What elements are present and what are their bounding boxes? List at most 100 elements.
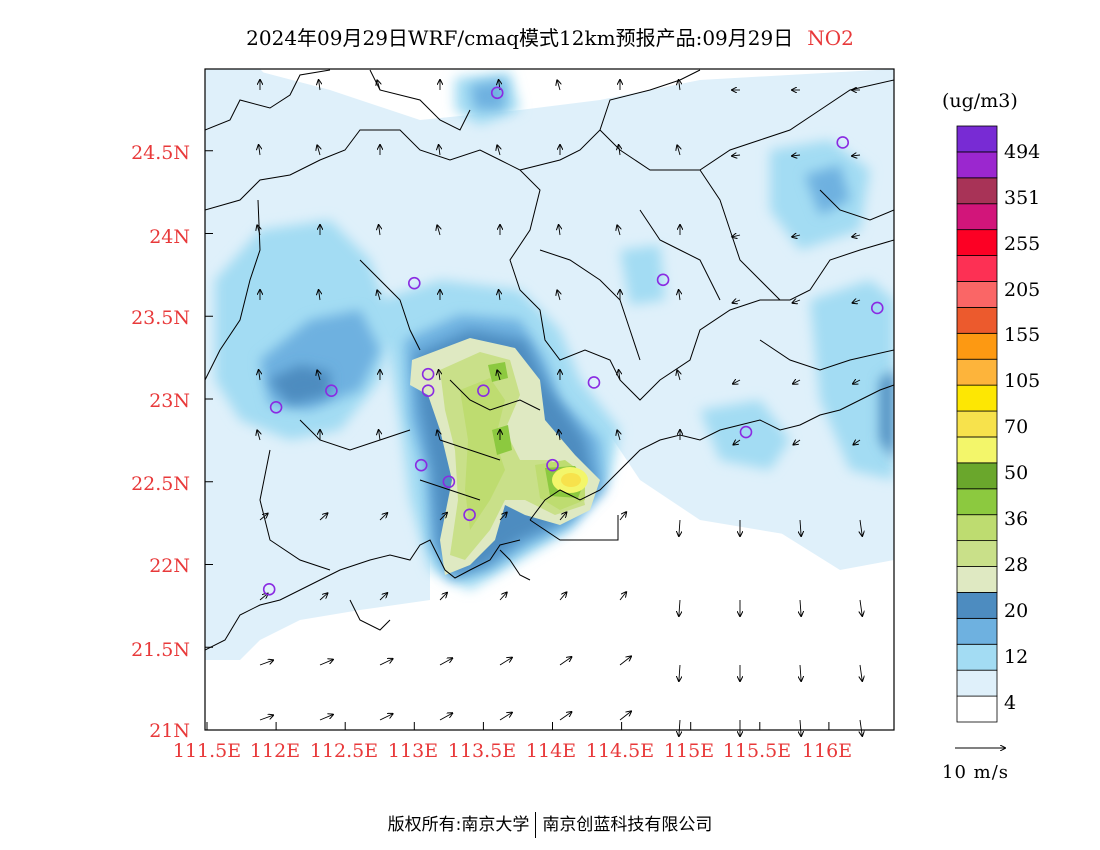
wind-arrow — [559, 512, 566, 521]
wind-arrow — [860, 719, 862, 736]
wind-arrow — [792, 155, 801, 156]
wind-arrow — [860, 519, 862, 536]
wind-arrow — [499, 658, 512, 666]
colorbar-box — [956, 566, 998, 593]
colorbar-label: 105 — [1004, 370, 1041, 392]
wind-arrow — [379, 714, 393, 721]
footer-divider — [535, 812, 537, 838]
y-tick-label: 24N — [149, 226, 190, 248]
y-tick-label: 23.5N — [131, 307, 190, 329]
station-marker — [421, 367, 435, 381]
wind-arrow — [559, 657, 571, 666]
wind-arrow — [259, 370, 260, 381]
colorbar-box — [956, 462, 998, 490]
copyright-footer: 版权所有:南京大学 南京创蓝科技有限公司 — [0, 810, 1100, 838]
colorbar-box — [956, 332, 998, 360]
axis-ticks — [205, 150, 830, 731]
colorbar-box — [956, 669, 998, 697]
station-marker — [739, 425, 753, 439]
map-title: 2024年09月29日WRF/cmaq模式12km预报产品:09月29日 NO2 — [0, 22, 1100, 51]
y-tick-label: 21N — [149, 720, 190, 742]
colorbar-box — [956, 410, 998, 438]
wind-arrow — [853, 380, 861, 384]
copyright-left: 版权所有:南京大学 — [387, 815, 530, 835]
wind-arrow — [497, 370, 500, 381]
wind-arrow — [319, 513, 327, 521]
wind-arrow — [860, 599, 862, 616]
wind-arrow — [557, 80, 560, 91]
wind-arrow — [559, 592, 566, 601]
colorbar-box — [956, 229, 998, 256]
colorbar-box — [956, 358, 998, 386]
colorbar-label: 205 — [1004, 279, 1041, 301]
wind-arrow — [793, 300, 801, 303]
admin-boundaries — [205, 69, 894, 571]
wind-arrow — [732, 235, 741, 237]
station-marker — [407, 276, 421, 290]
wind-arrow — [317, 145, 320, 156]
colorbar-box — [956, 436, 998, 464]
wind-arrow — [619, 656, 631, 666]
wind-arrow — [439, 593, 447, 601]
wind-arrow — [437, 225, 440, 236]
colorbar-box — [956, 203, 998, 231]
wind-arrow — [617, 430, 620, 441]
colorbar-box — [956, 281, 998, 308]
wind-arrow — [379, 430, 380, 441]
colorbar-label: 50 — [1004, 462, 1029, 484]
wind-arrow — [860, 664, 862, 681]
wind-arrow — [679, 719, 680, 736]
wind-arrow — [677, 370, 680, 381]
station-marker — [656, 273, 670, 287]
x-tick-label: 113E — [387, 740, 439, 762]
colorbar-box — [956, 177, 998, 205]
wind-arrow — [317, 370, 320, 381]
wind-arrow — [319, 660, 333, 666]
station-marker — [870, 301, 884, 315]
wind-arrow — [800, 719, 801, 736]
wind-arrow — [619, 592, 626, 601]
station-marker — [421, 384, 435, 398]
y-tick-label: 24.5N — [131, 142, 190, 164]
wind-arrow — [619, 711, 631, 721]
y-tick-label: 21.5N — [131, 639, 190, 661]
wind-arrow — [379, 593, 387, 601]
y-tick-label: 23N — [149, 390, 190, 412]
wind-arrow — [557, 290, 560, 301]
wind-arrow — [497, 145, 500, 156]
colorbar-box — [956, 384, 998, 412]
station-marker — [546, 458, 559, 472]
station-marker — [490, 86, 504, 100]
wind-arrow — [677, 145, 680, 156]
station-marker — [587, 376, 601, 389]
wind-arrow — [379, 513, 387, 521]
station-marker — [414, 458, 428, 472]
wind-arrow — [679, 664, 680, 681]
colorbar-label: 155 — [1004, 324, 1041, 346]
wind-arrow — [679, 519, 680, 536]
colorbar-label: 351 — [1004, 187, 1041, 209]
wind-arrow — [679, 80, 680, 91]
wind-arrow — [499, 513, 507, 521]
wind-arrow — [257, 225, 260, 236]
wind-arrow — [853, 440, 861, 445]
x-tick-label: 116E — [801, 740, 853, 762]
wind-arrow — [559, 225, 560, 236]
reference-vector-label: 10 m/s — [942, 762, 1009, 783]
wind-arrow — [559, 430, 560, 441]
x-tick-label: 114E — [525, 740, 577, 762]
hotspot — [552, 467, 588, 493]
wind-arrow — [853, 300, 861, 303]
wind-arrow — [377, 290, 380, 301]
colorbar-label: 494 — [1004, 141, 1041, 163]
wind-arrow — [499, 713, 512, 721]
colorbar-label: 20 — [1004, 600, 1029, 622]
station-marker — [325, 384, 338, 398]
wind-arrow — [319, 593, 327, 601]
colorbar-unit: (ug/m3) — [942, 90, 1018, 112]
wind-arrow — [800, 599, 801, 616]
colorbar-box — [956, 488, 998, 516]
colorbar-box — [956, 643, 998, 671]
wind-arrow — [499, 290, 500, 301]
